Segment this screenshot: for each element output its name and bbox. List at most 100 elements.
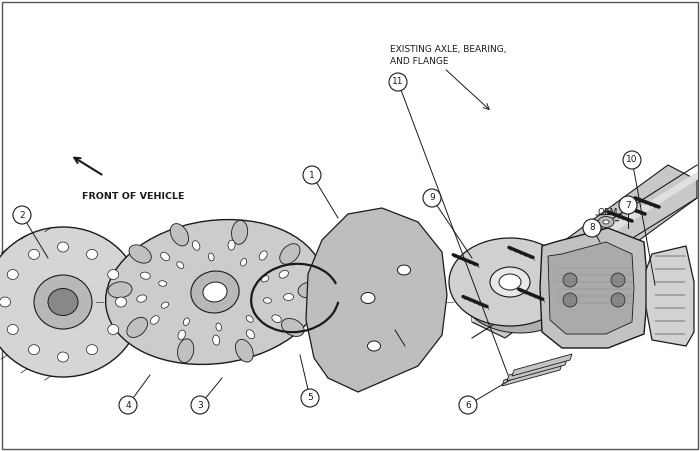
Ellipse shape (141, 272, 150, 279)
Ellipse shape (29, 249, 39, 259)
Text: 5: 5 (307, 394, 313, 402)
Ellipse shape (191, 271, 239, 313)
Ellipse shape (235, 340, 253, 362)
Circle shape (191, 396, 209, 414)
Text: 8: 8 (589, 224, 595, 233)
Circle shape (611, 293, 625, 307)
Text: OEM: OEM (598, 208, 618, 217)
Text: 9: 9 (429, 193, 435, 202)
Ellipse shape (150, 316, 159, 324)
Ellipse shape (108, 325, 119, 335)
Text: FRONT OF VEHICLE: FRONT OF VEHICLE (82, 192, 185, 201)
Ellipse shape (259, 251, 267, 260)
Polygon shape (306, 208, 447, 392)
Text: 10: 10 (626, 156, 638, 165)
Ellipse shape (398, 265, 410, 275)
Ellipse shape (116, 297, 127, 307)
Ellipse shape (87, 345, 97, 354)
Ellipse shape (178, 330, 186, 340)
Text: EXISTING AXLE, BEARING,: EXISTING AXLE, BEARING, (390, 45, 507, 54)
Ellipse shape (246, 316, 253, 322)
Ellipse shape (57, 352, 69, 362)
Circle shape (619, 196, 637, 214)
Ellipse shape (368, 341, 381, 351)
Circle shape (611, 273, 625, 287)
Ellipse shape (170, 224, 188, 246)
Ellipse shape (591, 226, 597, 230)
Text: 4: 4 (125, 400, 131, 410)
Ellipse shape (57, 242, 69, 252)
Circle shape (563, 293, 577, 307)
Ellipse shape (48, 289, 78, 316)
Ellipse shape (499, 274, 521, 290)
Ellipse shape (459, 245, 581, 333)
Ellipse shape (279, 270, 288, 278)
Ellipse shape (108, 282, 132, 298)
Ellipse shape (598, 216, 614, 227)
Text: 7: 7 (625, 201, 631, 210)
Polygon shape (540, 228, 648, 348)
Ellipse shape (263, 298, 272, 303)
Ellipse shape (203, 282, 227, 302)
Ellipse shape (228, 240, 235, 250)
Ellipse shape (87, 249, 97, 259)
Ellipse shape (193, 241, 200, 250)
Ellipse shape (261, 276, 269, 282)
Circle shape (13, 206, 31, 224)
Circle shape (423, 189, 441, 207)
Ellipse shape (177, 262, 184, 268)
Text: AND FLANGE: AND FLANGE (390, 57, 449, 66)
Ellipse shape (246, 330, 255, 339)
Text: OEM: OEM (398, 348, 418, 357)
Circle shape (303, 166, 321, 184)
Ellipse shape (127, 318, 148, 337)
Text: 2: 2 (19, 211, 24, 220)
Ellipse shape (136, 295, 146, 302)
Circle shape (563, 273, 577, 287)
Text: 3: 3 (197, 400, 203, 410)
Ellipse shape (209, 253, 214, 261)
Ellipse shape (183, 318, 190, 326)
Text: 1: 1 (309, 170, 315, 179)
Ellipse shape (280, 244, 300, 264)
Text: 6: 6 (465, 400, 471, 410)
Ellipse shape (108, 270, 119, 280)
Ellipse shape (298, 282, 322, 298)
Polygon shape (472, 165, 697, 338)
Ellipse shape (216, 323, 222, 331)
Ellipse shape (213, 335, 220, 345)
Ellipse shape (281, 318, 304, 336)
Ellipse shape (232, 221, 248, 244)
Ellipse shape (241, 258, 246, 266)
Ellipse shape (106, 220, 324, 364)
Polygon shape (502, 364, 562, 386)
Ellipse shape (272, 315, 281, 322)
Circle shape (301, 389, 319, 407)
Circle shape (389, 73, 407, 91)
Ellipse shape (160, 253, 169, 261)
Ellipse shape (361, 293, 375, 304)
Ellipse shape (159, 281, 167, 286)
Polygon shape (507, 359, 567, 381)
Ellipse shape (449, 238, 571, 326)
Text: 11: 11 (392, 78, 404, 87)
Ellipse shape (0, 297, 10, 307)
Ellipse shape (29, 345, 39, 354)
Polygon shape (646, 246, 694, 346)
Polygon shape (512, 354, 572, 376)
Circle shape (459, 396, 477, 414)
Text: BOLT: BOLT (598, 220, 620, 229)
Ellipse shape (129, 245, 151, 263)
Circle shape (119, 396, 137, 414)
Polygon shape (472, 172, 697, 322)
Ellipse shape (178, 339, 194, 363)
Circle shape (623, 151, 641, 169)
Ellipse shape (490, 267, 530, 297)
Polygon shape (548, 242, 634, 334)
Ellipse shape (7, 325, 18, 335)
Text: NUT: NUT (399, 360, 417, 369)
Ellipse shape (603, 220, 609, 224)
Ellipse shape (284, 294, 293, 300)
Ellipse shape (0, 227, 142, 377)
Ellipse shape (7, 270, 18, 280)
